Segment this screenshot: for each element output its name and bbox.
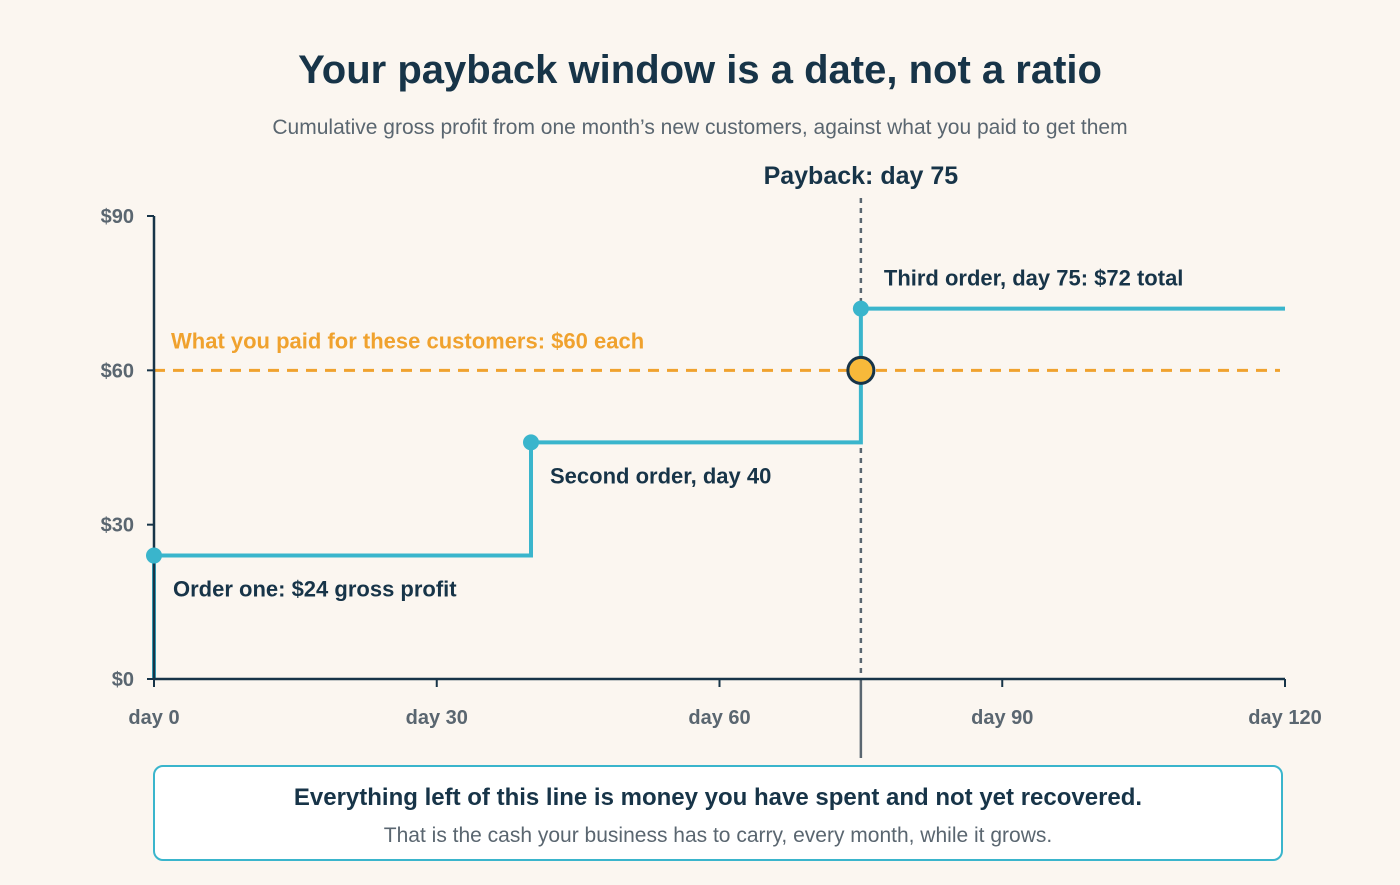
order-marker xyxy=(852,300,869,317)
order-marker-label: Second order, day 40 xyxy=(550,463,771,488)
chart-title: Your payback window is a date, not a rat… xyxy=(298,48,1102,92)
payback-label: Payback: day 75 xyxy=(764,162,959,190)
x-tick-label: day 30 xyxy=(406,707,468,729)
x-tick-label: day 60 xyxy=(688,707,750,729)
x-tick-label: day 120 xyxy=(1248,707,1321,729)
order-marker xyxy=(146,547,162,564)
callout-box: Everything left of this line is money yo… xyxy=(153,765,1283,861)
chart-subtitle: Cumulative gross profit from one month’s… xyxy=(272,116,1128,139)
y-tick-label: $0 xyxy=(112,669,134,691)
profit-step-line xyxy=(152,306,1285,679)
callout-heading: Everything left of this line is money yo… xyxy=(293,784,1143,811)
y-tick-label: $60 xyxy=(101,360,134,382)
payback-marker xyxy=(846,355,876,385)
y-tick-label: $90 xyxy=(101,206,134,228)
callout-body: That is the cash your business has to ca… xyxy=(383,824,1053,847)
x-tick-label: day 0 xyxy=(128,707,179,729)
order-marker-label: Order one: $24 gross profit xyxy=(173,577,457,602)
y-tick-label: $30 xyxy=(101,515,134,537)
order-marker xyxy=(523,434,539,451)
cost-line-label: What you paid for these customers: $60 e… xyxy=(171,328,644,353)
order-marker-label: Third order, day 75: $72 total xyxy=(884,266,1184,291)
x-tick-label: day 90 xyxy=(971,707,1033,729)
